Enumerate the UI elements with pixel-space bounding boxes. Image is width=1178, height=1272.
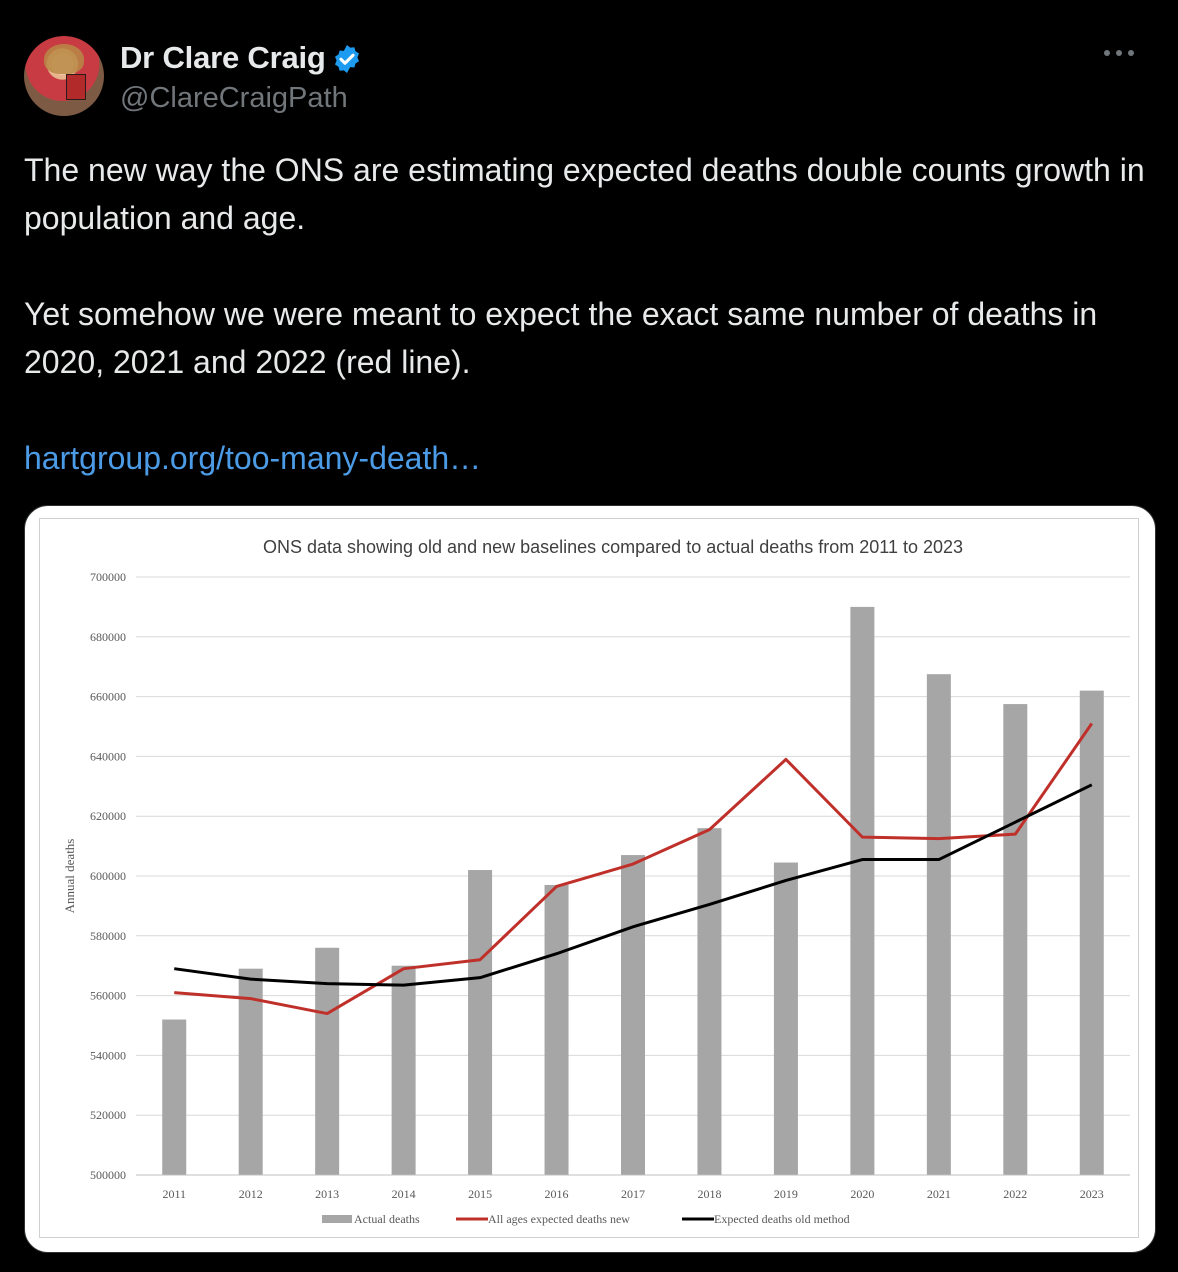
bar-actual-deaths	[1003, 704, 1028, 1175]
bar-actual-deaths	[468, 870, 493, 1175]
tweet-text: The new way the ONS are estimating expec…	[24, 146, 1159, 482]
tweet-paragraph: The new way the ONS are estimating expec…	[24, 152, 1145, 236]
y-tick-label: 680000	[90, 630, 126, 644]
bar-actual-deaths	[544, 884, 569, 1175]
y-axis-label: Annual deaths	[62, 839, 77, 914]
chart-frame: ONS data showing old and new baselines c…	[39, 518, 1139, 1238]
x-tick-label: 2020	[850, 1187, 874, 1201]
y-tick-label: 580000	[90, 929, 126, 943]
tweet-paragraph: Yet somehow we were meant to expect the …	[24, 296, 1098, 380]
more-dot	[1104, 50, 1110, 56]
bar-actual-deaths	[697, 828, 722, 1175]
x-tick-label: 2023	[1080, 1187, 1104, 1201]
y-tick-label: 500000	[90, 1168, 126, 1182]
bar-actual-deaths	[315, 947, 340, 1175]
y-tick-label: 560000	[90, 989, 126, 1003]
author-handle[interactable]: @ClareCraigPath	[120, 82, 348, 114]
x-tick-label: 2017	[621, 1187, 645, 1201]
legend-swatch-actual-deaths	[322, 1215, 352, 1223]
y-tick-label: 540000	[90, 1048, 126, 1062]
more-options-icon[interactable]	[1104, 46, 1138, 60]
x-tick-label: 2016	[545, 1187, 569, 1201]
x-tick-label: 2018	[697, 1187, 721, 1201]
y-tick-label: 600000	[90, 869, 126, 883]
bar-actual-deaths	[391, 965, 416, 1175]
y-tick-label: 520000	[90, 1108, 126, 1122]
bar-actual-deaths	[773, 862, 798, 1175]
bar-actual-deaths	[926, 674, 951, 1175]
bar-actual-deaths	[621, 855, 645, 1175]
x-tick-label: 2013	[315, 1187, 339, 1201]
tweet-media-image[interactable]: ONS data showing old and new baselines c…	[24, 505, 1156, 1253]
more-dot	[1116, 50, 1122, 56]
chart: ONS data showing old and new baselines c…	[62, 537, 1130, 1226]
x-tick-label: 2011	[162, 1187, 186, 1201]
x-tick-label: 2012	[239, 1187, 263, 1201]
bar-actual-deaths	[850, 606, 875, 1175]
y-tick-label: 620000	[90, 809, 126, 823]
bar-actual-deaths	[238, 968, 263, 1175]
tweet-header: Dr Clare Craig @ClareCraigPath	[24, 36, 1154, 118]
avatar[interactable]	[24, 36, 104, 116]
author-name[interactable]: Dr Clare Craig	[120, 40, 326, 75]
legend-label: All ages expected deaths new	[488, 1212, 630, 1226]
y-tick-label: 640000	[90, 749, 126, 763]
x-tick-label: 2014	[392, 1187, 416, 1201]
x-tick-label: 2021	[927, 1187, 951, 1201]
legend-label: Actual deaths	[354, 1212, 420, 1226]
chart-title: ONS data showing old and new baselines c…	[263, 537, 963, 557]
x-tick-label: 2019	[774, 1187, 798, 1201]
more-dot	[1128, 50, 1134, 56]
legend-label: Expected deaths old method	[714, 1212, 850, 1226]
article-link[interactable]: hartgroup.org/too-many-death…	[24, 440, 482, 476]
x-tick-label: 2022	[1003, 1187, 1027, 1201]
y-tick-label: 660000	[90, 690, 126, 704]
avatar-hair-shape	[44, 44, 84, 74]
verified-badge-icon	[335, 45, 359, 73]
bar-actual-deaths	[162, 1019, 187, 1175]
x-tick-label: 2015	[468, 1187, 492, 1201]
y-tick-label: 700000	[90, 570, 126, 584]
avatar-book-shape	[66, 74, 86, 100]
bar-actual-deaths	[1079, 690, 1104, 1175]
